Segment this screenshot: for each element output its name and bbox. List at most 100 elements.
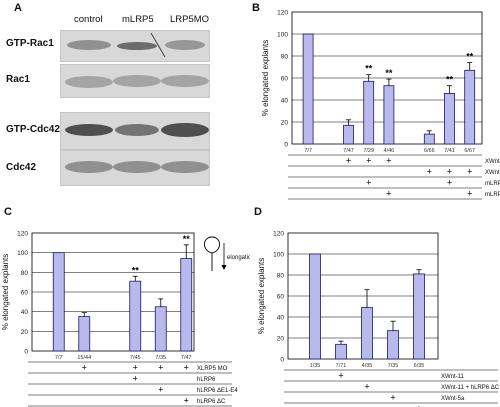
elongation-arrowhead-icon bbox=[221, 265, 227, 270]
ytick-label-d-1: 20 bbox=[277, 336, 285, 343]
n-label-c-3: 7/45 bbox=[130, 355, 141, 361]
row-mark-c-2-4: + bbox=[158, 385, 163, 395]
ytick-label-c-0: 0 bbox=[24, 349, 28, 356]
blot-bands-gtp-cdc42 bbox=[65, 123, 209, 137]
blot-bands-cdc42 bbox=[65, 161, 209, 173]
explant-schematic-icon bbox=[204, 236, 220, 271]
significance-c-3: ** bbox=[132, 265, 140, 275]
n-label-b-6: 6/66 bbox=[424, 148, 435, 154]
lane-label-lrp5mo: LRP5MO bbox=[170, 14, 210, 25]
n-label-d-3: 7/35 bbox=[388, 363, 399, 369]
row-mark-c-0-5: + bbox=[184, 363, 189, 373]
panel-a-western-blot: A control mLRP5 LRP5MO GTP-Rac1 Rac1 GTP… bbox=[0, 0, 250, 205]
row-label-b-0: XWnt11 bbox=[485, 159, 500, 165]
chart-panel-b: 0 20 40 60 80 100 120 % elongated explants 7/7 7/… bbox=[261, 10, 500, 200]
row-mark-c-0-4: + bbox=[158, 363, 163, 373]
row-mark-c-1-3: + bbox=[133, 374, 138, 384]
blot-rac1 bbox=[60, 64, 210, 98]
row-mark-d-1-2: + bbox=[364, 382, 369, 392]
n-label-d-4: 6/35 bbox=[414, 363, 425, 369]
ylabel-c: % elongated explants bbox=[1, 254, 10, 331]
bar-d-2 bbox=[361, 307, 373, 360]
n-label-c-5: 7/47 bbox=[181, 355, 192, 361]
ytick-label-d-5: 100 bbox=[273, 252, 284, 259]
lane-label-mlrp5: mLRP5 bbox=[122, 14, 154, 25]
n-label-b-0: 7/7 bbox=[304, 148, 312, 154]
ytick-label-d-0: 0 bbox=[280, 357, 284, 364]
row-label-c-2: hLRP6 ΔE1-E4 bbox=[197, 388, 238, 394]
ytick-label-c-3: 60 bbox=[21, 290, 29, 297]
panel-label-c: C bbox=[4, 206, 12, 218]
bar-b-2 bbox=[343, 124, 354, 145]
row-label-b-1: XWntCA bbox=[485, 170, 500, 176]
row-mark-b-0-3: + bbox=[366, 156, 371, 166]
n-label-d-0: 1/35 bbox=[310, 363, 321, 369]
bar-b-3 bbox=[363, 80, 375, 145]
n-label-d-2: 4/35 bbox=[362, 363, 373, 369]
blot-gtp-cdc42 bbox=[60, 112, 210, 150]
row-label-d-2: XWnt-5a bbox=[441, 396, 465, 402]
row-label-b-2: mLRP5 bbox=[485, 181, 500, 187]
ytick-label-b-2: 40 bbox=[281, 98, 289, 105]
row-label-c-1: hLRP6 bbox=[197, 377, 216, 383]
panel-label-a: A bbox=[14, 2, 22, 14]
row-mark-b-3-4: + bbox=[386, 189, 391, 199]
ytick-label-d-4: 80 bbox=[277, 273, 285, 280]
n-label-b-2: 7/47 bbox=[343, 148, 354, 154]
bar-d-1 bbox=[335, 343, 347, 360]
row-mark-b-1-7: + bbox=[447, 167, 452, 177]
row-mark-b-0-4: + bbox=[386, 156, 391, 166]
chart-panel-d: 0 20 40 60 80 100 120 % elongated explants 1/35 7… bbox=[257, 231, 500, 407]
row-label-d-1: XWnt-11 + hLRP6 ΔC bbox=[441, 385, 500, 391]
row-mark-b-2-7: + bbox=[447, 178, 452, 188]
ytick-label-c-6: 120 bbox=[17, 231, 28, 238]
bar-b-0 bbox=[302, 33, 314, 145]
bar-c-5 bbox=[180, 258, 193, 352]
row-mark-d-2-3: + bbox=[390, 393, 395, 403]
n-label-c-0: 7/7 bbox=[55, 355, 63, 361]
bar-c-0 bbox=[52, 252, 65, 352]
inset-label-elongation: elongation bbox=[227, 255, 250, 261]
bar-c-1 bbox=[78, 316, 91, 352]
ytick-label-b-0: 0 bbox=[284, 142, 288, 149]
ytick-label-c-4: 80 bbox=[21, 270, 29, 277]
row-mark-c-0-3: + bbox=[133, 363, 138, 373]
n-label-b-8: 6/67 bbox=[464, 148, 475, 154]
blot-label-gtp-cdc42: GTP-Cdc42 bbox=[6, 124, 60, 135]
ytick-label-b-3: 60 bbox=[281, 76, 289, 83]
bar-b-6 bbox=[423, 133, 435, 145]
significance-b-8: ** bbox=[466, 52, 474, 62]
n-label-d-1: 7/71 bbox=[336, 363, 347, 369]
row-label-d-0: XWnt-11 bbox=[441, 374, 465, 380]
significance-b-7: ** bbox=[446, 75, 454, 85]
blot-cdc42 bbox=[60, 150, 210, 186]
row-label-c-3: hLRP6 ΔC bbox=[197, 399, 226, 405]
blot-label-gtp-rac1: GTP-Rac1 bbox=[6, 38, 54, 49]
row-mark-c-0-1: + bbox=[82, 363, 87, 373]
bar-b-4 bbox=[383, 85, 395, 145]
significance-c-5: ** bbox=[183, 234, 191, 244]
bar-c-4 bbox=[154, 306, 167, 352]
ytick-label-c-1: 20 bbox=[21, 329, 29, 336]
n-label-c-1: 15/44 bbox=[77, 355, 91, 361]
blot-bands-rac1 bbox=[65, 75, 209, 88]
row-mark-b-3-8: + bbox=[467, 189, 472, 199]
chart-panel-c: 0 20 40 60 80 100 120 % elongated explants 7/7 15… bbox=[1, 231, 250, 407]
ylabel-b: % elongated explants bbox=[261, 40, 270, 117]
row-mark-d-3-4: + bbox=[416, 404, 421, 407]
n-label-b-7: 7/41 bbox=[444, 148, 455, 154]
row-mark-b-0-2: + bbox=[346, 156, 351, 166]
ytick-label-c-2: 40 bbox=[21, 309, 29, 316]
ytick-label-d-3: 60 bbox=[277, 294, 285, 301]
bar-b-8 bbox=[464, 69, 476, 145]
ytick-label-c-5: 100 bbox=[17, 250, 28, 257]
row-mark-c-3-5: + bbox=[184, 396, 189, 406]
bar-b-7 bbox=[444, 93, 455, 145]
blot-bands-gtp-rac1 bbox=[67, 32, 205, 58]
lane-label-control: control bbox=[74, 14, 103, 25]
n-label-b-4: 4/46 bbox=[384, 148, 395, 154]
panel-label-d: D bbox=[254, 206, 262, 218]
significance-b-3: ** bbox=[365, 64, 373, 74]
n-label-c-4: 7/35 bbox=[155, 355, 166, 361]
bar-d-4 bbox=[413, 273, 425, 360]
